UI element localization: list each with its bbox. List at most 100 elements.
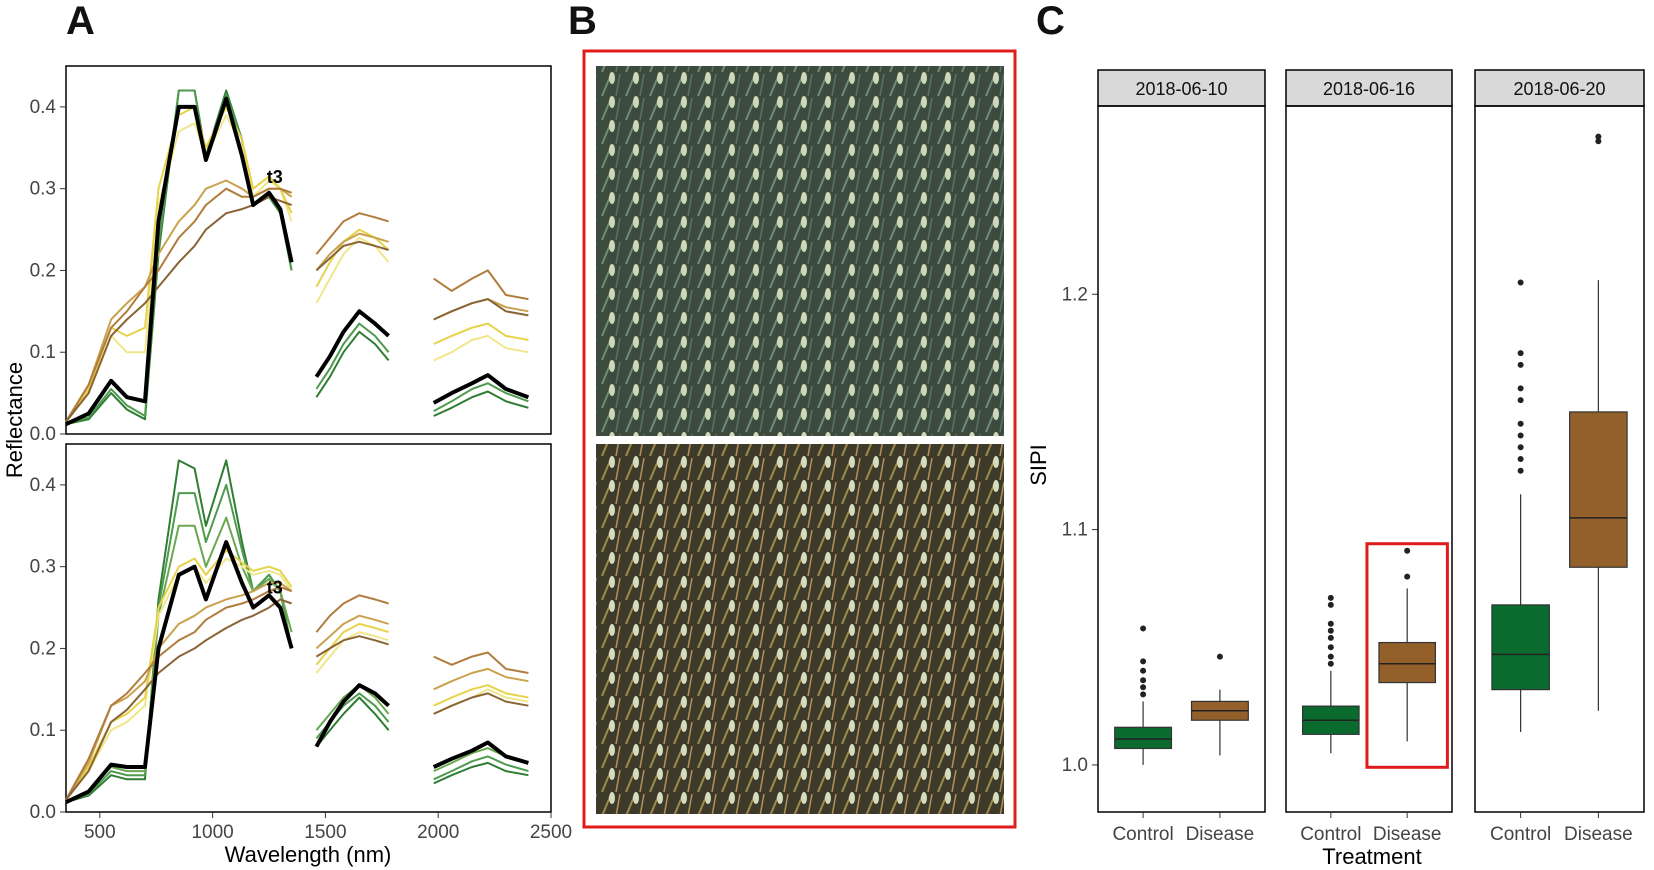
box-disease: [1378, 641, 1436, 684]
facet-strip: [1474, 69, 1645, 107]
spectrum-line: [433, 334, 529, 362]
y-tick-label: 0.4: [30, 97, 57, 118]
x-tick-label: 2500: [530, 822, 572, 843]
sipi-y-tick-label: 1.2: [1062, 284, 1088, 305]
facet-strip-label: 2018-06-10: [1135, 79, 1227, 99]
spectrum-line: [65, 89, 293, 425]
spectrum-line: [433, 269, 529, 301]
spectrum-line: [433, 382, 529, 412]
spectrum-line: [433, 761, 529, 785]
y-tick-label: 0.0: [30, 802, 56, 823]
panel-letter-c: C: [1036, 0, 1065, 43]
outlier-point: [1140, 684, 1147, 691]
y-tick-label: 0.3: [30, 557, 56, 578]
y-tick-label: 0.1: [30, 720, 56, 741]
outlier-point: [1140, 625, 1147, 632]
spectrum-line: [432, 740, 529, 769]
spectrum-line: [433, 322, 529, 345]
boxplot-panel: 1.0 1.1 1.2 2018-06-10 Control Disease 2018-06…: [1062, 69, 1645, 845]
spectrum-line: [315, 622, 389, 666]
c-x-axis-title: Treatment: [1322, 844, 1421, 869]
spectra-frame: [65, 65, 552, 435]
sipi-x-tick-label: Control: [1112, 824, 1173, 845]
spectrum-line: [65, 598, 292, 801]
outlier-point: [1595, 133, 1602, 140]
spectrum-line: [315, 228, 390, 288]
panel-letter-a: A: [66, 0, 95, 43]
outlier-point: [1327, 601, 1334, 608]
outlier-point: [1327, 620, 1334, 627]
spectrum-line: [314, 683, 390, 748]
spectra-panel: 0.0 0.1 0.2 0.3 0.4 t3 0.0 0.1 0.2 0.3 0.4 t3 500 100…: [30, 65, 572, 843]
spectrum-line: [65, 89, 293, 426]
facet-frame: [1285, 105, 1453, 813]
spectrum-line: [65, 187, 292, 423]
y-tick-label: 0.4: [30, 475, 57, 496]
sipi-x-tick-label: Disease: [1373, 824, 1442, 845]
outlier-point: [1595, 138, 1602, 145]
outlier-point: [1517, 397, 1524, 404]
spectrum-line: [433, 688, 529, 715]
x-tick-label: 1500: [304, 822, 346, 843]
spectrum-line: [65, 105, 293, 423]
spectrum-line: [65, 179, 293, 423]
t3-annotation: t3: [267, 578, 283, 598]
photo-diseased: [596, 444, 1004, 814]
photo-healthy: [596, 66, 1004, 436]
spectrum-line: [65, 195, 292, 423]
outlier-point: [1140, 658, 1147, 665]
sipi-x-tick-label: Control: [1490, 824, 1551, 845]
spectrum-line: [315, 236, 390, 304]
spectra-frame: [65, 443, 552, 813]
spectrum-line: [315, 635, 389, 658]
outlier-point: [1404, 573, 1411, 580]
spectrum-line: [315, 330, 390, 398]
outlier-point: [1327, 660, 1334, 667]
spectrum-line: [65, 483, 293, 804]
a-y-axis-title: Reflectance: [2, 362, 27, 478]
outlier-point: [1517, 467, 1524, 474]
box-control: [1114, 726, 1173, 750]
sipi-y-tick-label: 1.1: [1062, 520, 1088, 541]
x-tick-label: 1000: [191, 822, 233, 843]
spectrum-line: [315, 212, 389, 255]
outlier-point: [1517, 432, 1524, 439]
outlier-point: [1404, 547, 1411, 554]
spectrum-line: [315, 594, 389, 633]
y-tick-label: 0.2: [30, 638, 56, 659]
spectrum-line: [65, 586, 292, 801]
y-tick-label: 0.3: [30, 179, 56, 200]
panel-letter-b: B: [568, 0, 597, 43]
facet-strip-label: 2018-06-20: [1513, 79, 1605, 99]
y-tick-label: 0.1: [30, 342, 56, 363]
spectrum-line: [433, 667, 529, 691]
spectrum-line: [433, 390, 529, 417]
outlier-point: [1140, 691, 1147, 698]
photo-highlight-frame: [582, 49, 1017, 829]
spectrum-line: [433, 651, 529, 674]
x-tick-label: 500: [84, 822, 116, 843]
outlier-point: [1140, 667, 1147, 674]
spectrum-line: [433, 755, 529, 781]
spectrum-line: [315, 322, 390, 390]
photo-panel: [582, 49, 1017, 829]
outlier-point: [1517, 444, 1524, 451]
t3-annotation: t3: [267, 167, 283, 187]
outlier-point: [1327, 644, 1334, 651]
y-tick-label: 0.0: [30, 424, 56, 445]
facet-strip: [1285, 69, 1453, 107]
outlier-point: [1517, 350, 1524, 357]
sipi-y-tick-label: 1.0: [1062, 755, 1088, 776]
spectrum-line: [432, 373, 530, 405]
outlier-point: [1327, 634, 1334, 641]
outlier-point: [1140, 677, 1147, 684]
spectrum-line: [315, 232, 389, 272]
box-control: [1491, 604, 1550, 691]
facet-frame: [1474, 105, 1645, 813]
spectrum-line: [65, 549, 293, 801]
outlier-point: [1517, 279, 1524, 286]
spectrum-line: [315, 240, 389, 272]
outlier-point: [1517, 361, 1524, 368]
facet-frame: [1097, 105, 1266, 813]
